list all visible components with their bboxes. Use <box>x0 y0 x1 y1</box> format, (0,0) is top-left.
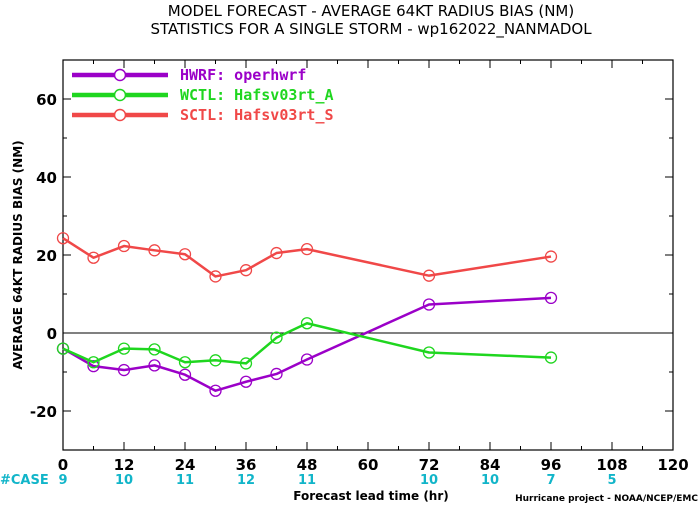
legend-label: SCTL: Hafsv03rt_S <box>180 106 334 124</box>
x-axis: 0 12 24 36 48 60 72 84 96 108 120 <box>58 60 689 474</box>
y-tick-label: -20 <box>30 403 57 421</box>
data-point <box>422 346 436 359</box>
legend: HWRF: operhwrf WCTL: Hafsv03rt_A SCTL: Haf… <box>72 66 334 124</box>
data-point <box>178 368 192 381</box>
data-point <box>148 343 161 356</box>
data-point <box>148 359 161 372</box>
credit-text: Hurricane project - NOAA/NCEP/EMC <box>515 494 698 504</box>
data-point <box>422 269 436 282</box>
x-tick-label: 12 <box>114 456 135 474</box>
case-count: 10 <box>420 473 438 488</box>
data-point <box>544 351 558 364</box>
series-2 <box>56 232 558 283</box>
y-tick-label: 40 <box>36 169 57 187</box>
x-axis-label: Forecast lead time (hr) <box>293 489 449 503</box>
legend-marker <box>113 68 127 82</box>
data-point <box>544 291 558 305</box>
legend-label: HWRF: operhwrf <box>180 66 306 84</box>
series-line <box>62 322 552 365</box>
chart-title: MODEL FORECAST - AVERAGE 64KT RADIUS BIA… <box>168 2 574 20</box>
data-point <box>544 250 558 263</box>
data-point <box>239 375 253 388</box>
data-point <box>56 342 70 355</box>
data-point <box>209 384 222 397</box>
data-point <box>87 251 100 264</box>
data-point <box>148 244 161 257</box>
data-point <box>87 359 100 373</box>
series-line <box>62 237 552 278</box>
case-count: 10 <box>481 473 499 488</box>
data-point <box>270 246 283 260</box>
data-point <box>56 232 70 245</box>
series-line <box>62 296 552 392</box>
data-point <box>209 270 222 283</box>
series-1 <box>56 317 558 370</box>
series-0 <box>56 291 558 397</box>
case-count: 11 <box>176 473 194 488</box>
data-point <box>87 356 100 369</box>
y-tick-label: 20 <box>36 247 57 265</box>
data-point <box>270 331 283 344</box>
legend-label: WCTL: Hafsv03rt_A <box>180 86 334 104</box>
x-tick-label: 60 <box>358 456 379 474</box>
case-values: 9 10 11 12 11 10 10 7 5 <box>58 473 616 488</box>
data-point <box>239 357 253 370</box>
x-tick-label: 108 <box>596 456 627 474</box>
data-point <box>117 342 131 355</box>
data-point <box>300 242 314 256</box>
x-tick-label: 96 <box>541 456 562 474</box>
x-tick-label: 36 <box>236 456 257 474</box>
case-count: 5 <box>607 473 616 488</box>
data-point <box>209 354 222 367</box>
data-point <box>178 248 192 261</box>
case-count: 7 <box>546 473 555 488</box>
x-tick-label: 72 <box>419 456 440 474</box>
legend-marker <box>113 108 127 122</box>
y-axis-label: AVERAGE 64KT RADIUS BIAS (NM) <box>11 140 25 369</box>
y-tick-label: 60 <box>36 91 57 109</box>
data-point <box>300 317 314 330</box>
case-label: #CASE <box>0 473 49 488</box>
x-tick-label: 84 <box>480 456 501 474</box>
data-point <box>117 239 131 253</box>
data-point <box>422 298 436 311</box>
data-point <box>300 353 314 366</box>
y-axis: -20 0 20 40 60 <box>30 59 673 451</box>
legend-marker <box>113 88 127 102</box>
x-tick-label: 0 <box>58 456 68 474</box>
data-point <box>178 356 192 369</box>
data-point <box>270 367 283 381</box>
chart-subtitle: STATISTICS FOR A SINGLE STORM - wp162022… <box>150 20 592 39</box>
x-tick-label: 24 <box>175 456 196 474</box>
series-group <box>56 232 558 397</box>
x-tick-label: 120 <box>657 456 688 474</box>
plot-frame <box>62 59 674 451</box>
data-point <box>117 363 131 377</box>
case-count: 11 <box>298 473 316 488</box>
y-tick-label: 0 <box>47 325 57 343</box>
case-count: 12 <box>237 473 255 488</box>
case-count: 9 <box>58 473 67 488</box>
x-tick-label: 48 <box>297 456 318 474</box>
data-point <box>239 264 253 277</box>
case-count: 10 <box>115 473 133 488</box>
